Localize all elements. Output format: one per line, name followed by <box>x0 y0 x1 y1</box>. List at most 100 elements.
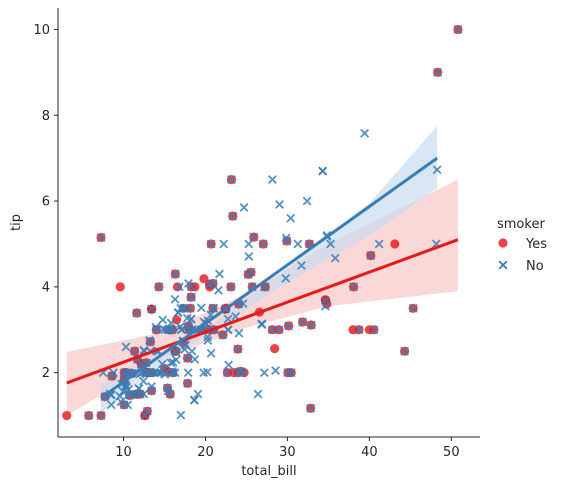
point-yes <box>348 325 358 335</box>
point-no <box>224 360 234 370</box>
point-no <box>140 411 150 420</box>
point-no <box>326 239 335 249</box>
y-tick-label: 6 <box>42 195 50 210</box>
point-no <box>214 285 223 295</box>
point-no <box>330 253 340 263</box>
point-no <box>239 203 249 212</box>
point-no <box>158 315 168 325</box>
point-no <box>302 196 312 206</box>
point-no <box>165 325 175 335</box>
point-no <box>123 384 133 394</box>
point-no <box>123 400 133 410</box>
point-yes <box>171 315 182 325</box>
point-yes <box>172 282 183 292</box>
point-no <box>222 368 232 378</box>
point-no <box>119 400 129 410</box>
point-no <box>433 67 443 77</box>
point-no <box>219 239 229 249</box>
regression-lines <box>66 156 459 400</box>
point-no <box>453 25 463 34</box>
point-no <box>186 292 196 302</box>
point-no <box>153 368 162 378</box>
x-ticks: 10 20 30 40 50 <box>115 437 460 460</box>
point-no <box>130 346 140 356</box>
point-no <box>321 296 330 306</box>
point-no <box>147 386 157 396</box>
point-no <box>193 389 203 399</box>
point-no <box>318 166 328 176</box>
point-no <box>286 368 296 378</box>
point-no <box>259 368 269 378</box>
point-no <box>267 325 277 335</box>
point-no <box>96 233 106 242</box>
point-no <box>168 325 177 335</box>
point-no <box>271 366 280 375</box>
point-yes <box>364 325 374 335</box>
legend: smoker Yes No <box>497 217 547 274</box>
legend-marker-no <box>498 260 508 270</box>
legend-label-no: No <box>526 259 544 274</box>
point-no <box>147 304 157 314</box>
point-no <box>227 175 236 185</box>
point-no <box>183 353 192 363</box>
point-no <box>184 321 193 331</box>
x-tick-label: 30 <box>279 445 296 460</box>
x-tick-label: 20 <box>197 445 214 460</box>
point-no <box>432 165 442 175</box>
point-no <box>274 325 284 335</box>
point-no <box>186 314 196 324</box>
x-tick-label: 40 <box>361 445 378 460</box>
y-tick-label: 8 <box>42 109 50 124</box>
point-no <box>234 328 244 338</box>
point-no <box>275 200 284 209</box>
point-no <box>132 308 142 318</box>
point-no <box>281 273 291 283</box>
point-no <box>233 344 243 354</box>
point-no <box>170 269 180 279</box>
point-no <box>177 325 186 335</box>
y-tick-label: 2 <box>42 366 50 381</box>
point-no <box>214 269 224 279</box>
regression-line-no <box>100 156 439 400</box>
legend-marker-yes <box>498 238 508 248</box>
point-no <box>408 303 418 313</box>
point-no <box>298 317 308 327</box>
point-no <box>257 319 267 329</box>
point-no <box>297 260 306 270</box>
point-no <box>281 233 291 243</box>
point-no <box>155 368 165 378</box>
point-no <box>283 368 293 378</box>
point-no <box>135 389 145 399</box>
point-no <box>183 368 193 378</box>
point-no <box>168 366 177 376</box>
point-no <box>253 389 263 399</box>
axes <box>57 8 480 438</box>
point-no <box>203 336 213 345</box>
point-no <box>143 368 153 378</box>
point-yes <box>115 282 125 292</box>
y-tick-label: 10 <box>33 23 50 38</box>
point-no <box>163 383 172 393</box>
point-no <box>139 376 148 386</box>
point-no <box>132 389 142 399</box>
point-no <box>243 269 253 279</box>
point-no <box>121 368 131 378</box>
point-no <box>171 355 181 365</box>
x-tick-label: 10 <box>115 445 132 460</box>
point-no <box>228 211 238 221</box>
point-no <box>164 325 174 335</box>
point-yes <box>270 344 280 354</box>
point-no <box>206 239 216 249</box>
point-no <box>258 239 268 249</box>
point-no <box>151 325 161 335</box>
legend-item-no: No <box>498 259 544 274</box>
point-no <box>400 346 410 356</box>
point-no <box>173 308 183 318</box>
scatter-points <box>62 24 463 421</box>
point-no <box>202 367 212 377</box>
y-tick-label: 4 <box>42 280 50 295</box>
point-no <box>374 239 384 249</box>
point-no <box>157 359 167 369</box>
point-no <box>218 330 228 340</box>
point-no <box>166 318 176 328</box>
